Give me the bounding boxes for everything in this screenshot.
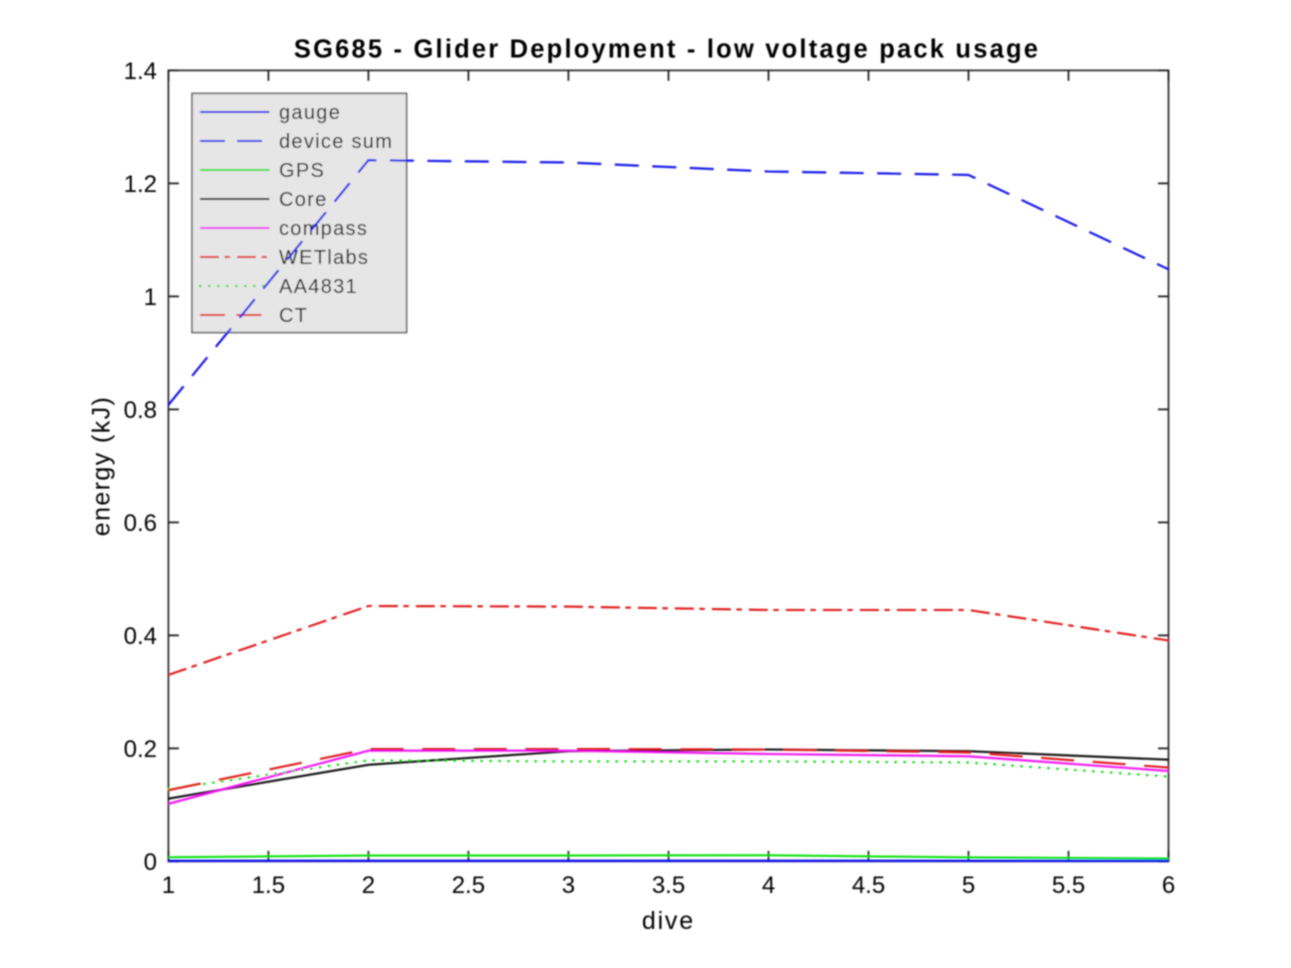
svg-text:2: 2 <box>362 872 375 899</box>
svg-text:AA4831: AA4831 <box>279 276 358 298</box>
svg-text:2.5: 2.5 <box>452 872 485 899</box>
svg-text:0.4: 0.4 <box>124 623 157 650</box>
svg-text:0.2: 0.2 <box>124 736 157 763</box>
svg-text:4.5: 4.5 <box>852 872 885 899</box>
svg-text:energy (kJ): energy (kJ) <box>88 396 116 536</box>
svg-text:WETlabs: WETlabs <box>279 247 369 269</box>
svg-text:6: 6 <box>1162 872 1175 899</box>
svg-text:4: 4 <box>762 872 775 899</box>
svg-text:1: 1 <box>144 284 157 311</box>
svg-text:gauge: gauge <box>279 102 341 124</box>
svg-text:3: 3 <box>562 872 575 899</box>
svg-text:compass: compass <box>279 218 368 240</box>
svg-text:1.2: 1.2 <box>124 171 157 198</box>
svg-text:dive: dive <box>642 907 695 935</box>
svg-text:SG685 - Glider Deployment - lo: SG685 - Glider Deployment - low voltage … <box>294 36 1040 64</box>
svg-text:1.5: 1.5 <box>252 872 285 899</box>
svg-text:1: 1 <box>162 872 175 899</box>
svg-text:3.5: 3.5 <box>652 872 685 899</box>
svg-text:Core: Core <box>279 189 328 211</box>
svg-text:0.8: 0.8 <box>124 397 157 424</box>
svg-text:device sum: device sum <box>279 131 393 153</box>
svg-text:0.6: 0.6 <box>124 510 157 537</box>
svg-text:5.5: 5.5 <box>1052 872 1085 899</box>
svg-text:5: 5 <box>962 872 975 899</box>
svg-text:0: 0 <box>144 849 157 876</box>
svg-text:CT: CT <box>279 305 308 327</box>
svg-text:GPS: GPS <box>279 160 325 182</box>
svg-text:1.4: 1.4 <box>124 58 157 85</box>
